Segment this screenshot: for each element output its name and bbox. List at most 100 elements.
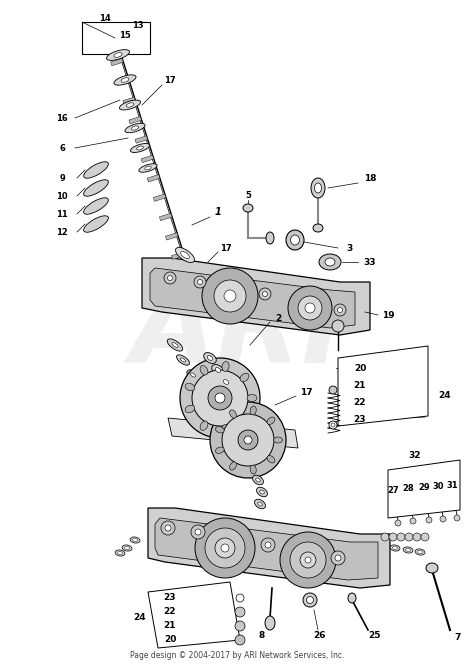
- Circle shape: [405, 533, 413, 541]
- Circle shape: [265, 542, 271, 548]
- Ellipse shape: [415, 549, 425, 555]
- Circle shape: [426, 517, 432, 523]
- Ellipse shape: [250, 406, 256, 415]
- Text: 23: 23: [164, 594, 176, 602]
- Circle shape: [195, 518, 255, 578]
- Text: 17: 17: [300, 388, 312, 396]
- Ellipse shape: [215, 368, 221, 373]
- Text: 26: 26: [314, 631, 326, 639]
- Ellipse shape: [167, 339, 182, 351]
- Ellipse shape: [255, 499, 265, 509]
- Circle shape: [335, 555, 341, 561]
- Circle shape: [215, 538, 235, 558]
- Circle shape: [210, 402, 286, 478]
- Circle shape: [290, 542, 326, 578]
- Ellipse shape: [125, 546, 129, 550]
- Bar: [153, 194, 166, 201]
- Ellipse shape: [253, 475, 264, 485]
- Text: 14: 14: [99, 13, 111, 23]
- Text: 16: 16: [56, 114, 68, 122]
- Text: 21: 21: [164, 622, 176, 631]
- Ellipse shape: [329, 421, 337, 429]
- Text: 17: 17: [164, 76, 176, 84]
- Bar: [123, 97, 136, 104]
- Circle shape: [331, 551, 345, 565]
- Ellipse shape: [185, 383, 195, 390]
- Ellipse shape: [240, 373, 249, 382]
- Text: 33: 33: [364, 258, 376, 266]
- Text: 9: 9: [59, 173, 65, 183]
- Circle shape: [165, 525, 171, 531]
- Ellipse shape: [403, 547, 413, 553]
- Ellipse shape: [133, 539, 137, 542]
- Polygon shape: [150, 268, 355, 328]
- Ellipse shape: [392, 546, 398, 550]
- Ellipse shape: [187, 370, 199, 380]
- Circle shape: [332, 320, 344, 332]
- Ellipse shape: [256, 487, 267, 497]
- Circle shape: [195, 529, 201, 535]
- Circle shape: [222, 414, 274, 466]
- Text: 24: 24: [134, 614, 146, 623]
- Ellipse shape: [114, 75, 136, 85]
- Ellipse shape: [319, 254, 341, 270]
- Ellipse shape: [243, 204, 253, 212]
- Ellipse shape: [122, 545, 132, 551]
- Circle shape: [205, 528, 245, 568]
- Ellipse shape: [191, 373, 195, 377]
- Circle shape: [244, 436, 252, 444]
- Text: 2: 2: [275, 313, 281, 323]
- Circle shape: [413, 533, 421, 541]
- Ellipse shape: [139, 164, 157, 172]
- Ellipse shape: [130, 143, 150, 153]
- Text: 13: 13: [132, 21, 144, 29]
- Circle shape: [235, 621, 245, 631]
- Ellipse shape: [119, 100, 141, 110]
- Circle shape: [280, 532, 336, 588]
- Polygon shape: [168, 418, 298, 448]
- Ellipse shape: [348, 593, 356, 603]
- Circle shape: [263, 291, 267, 297]
- Circle shape: [440, 516, 446, 522]
- Text: 20: 20: [354, 363, 366, 373]
- Circle shape: [180, 358, 260, 438]
- Ellipse shape: [121, 78, 129, 82]
- Ellipse shape: [216, 426, 224, 433]
- Ellipse shape: [125, 124, 145, 133]
- Text: ARI: ARI: [130, 278, 344, 386]
- Ellipse shape: [418, 550, 422, 554]
- Ellipse shape: [223, 380, 229, 384]
- Circle shape: [261, 538, 275, 552]
- Ellipse shape: [222, 424, 229, 434]
- Ellipse shape: [240, 414, 249, 423]
- Text: 25: 25: [369, 631, 381, 639]
- Ellipse shape: [130, 537, 140, 543]
- Ellipse shape: [172, 343, 178, 347]
- Circle shape: [395, 520, 401, 526]
- Text: 10: 10: [56, 191, 68, 201]
- Ellipse shape: [200, 366, 208, 375]
- Circle shape: [337, 307, 343, 313]
- Ellipse shape: [145, 166, 151, 170]
- Ellipse shape: [181, 358, 186, 362]
- Circle shape: [305, 557, 311, 563]
- Text: 31: 31: [446, 481, 458, 489]
- Text: 29: 29: [418, 483, 430, 491]
- Bar: [172, 252, 184, 260]
- Circle shape: [215, 393, 225, 403]
- Ellipse shape: [207, 356, 213, 361]
- Ellipse shape: [137, 146, 143, 150]
- Ellipse shape: [258, 502, 262, 506]
- Circle shape: [194, 276, 206, 288]
- Circle shape: [334, 304, 346, 316]
- Bar: [135, 136, 148, 143]
- Ellipse shape: [255, 478, 260, 482]
- Ellipse shape: [175, 248, 194, 262]
- Ellipse shape: [329, 386, 337, 394]
- Ellipse shape: [267, 417, 275, 424]
- Text: 32: 32: [409, 450, 421, 459]
- Ellipse shape: [250, 465, 256, 474]
- Circle shape: [305, 303, 315, 313]
- Circle shape: [381, 533, 389, 541]
- Polygon shape: [142, 258, 370, 335]
